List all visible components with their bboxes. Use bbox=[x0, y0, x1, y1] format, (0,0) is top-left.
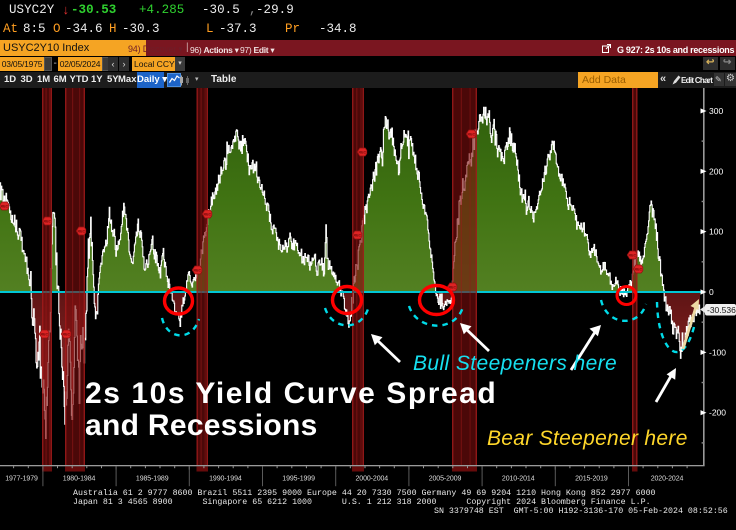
svg-text:REC: REC bbox=[629, 254, 637, 258]
svg-text:1990-1994: 1990-1994 bbox=[209, 476, 242, 483]
svg-text:REC: REC bbox=[44, 220, 52, 224]
svg-text:REC: REC bbox=[635, 268, 643, 272]
svg-text:2020-2024: 2020-2024 bbox=[651, 476, 684, 483]
svg-text:REC: REC bbox=[78, 230, 86, 234]
svg-text:1980-1984: 1980-1984 bbox=[63, 476, 96, 483]
svg-text:2000-2004: 2000-2004 bbox=[356, 476, 389, 483]
svg-text:1977-1979: 1977-1979 bbox=[5, 476, 38, 483]
svg-text:REC: REC bbox=[194, 269, 202, 273]
svg-text:-30.536: -30.536 bbox=[707, 305, 736, 315]
svg-text:2010-2014: 2010-2014 bbox=[502, 476, 535, 483]
svg-text:REC: REC bbox=[359, 151, 367, 155]
svg-text:REC: REC bbox=[354, 234, 362, 238]
svg-text:-200: -200 bbox=[709, 408, 726, 418]
svg-text:200: 200 bbox=[709, 166, 723, 176]
svg-text:-100: -100 bbox=[709, 347, 726, 357]
svg-text:REC: REC bbox=[41, 333, 49, 337]
svg-text:0: 0 bbox=[709, 287, 714, 297]
svg-text:REC: REC bbox=[1, 205, 9, 209]
svg-text:REC: REC bbox=[63, 333, 71, 337]
svg-text:REC: REC bbox=[204, 213, 212, 217]
svg-text:REC: REC bbox=[468, 133, 476, 137]
svg-text:1985-1989: 1985-1989 bbox=[136, 476, 169, 483]
svg-text:300: 300 bbox=[709, 106, 723, 116]
svg-text:2015-2019: 2015-2019 bbox=[575, 476, 608, 483]
svg-text:REC: REC bbox=[449, 286, 457, 290]
svg-text:2005-2009: 2005-2009 bbox=[429, 476, 462, 483]
svg-text:100: 100 bbox=[709, 227, 723, 237]
svg-text:1995-1999: 1995-1999 bbox=[282, 476, 315, 483]
